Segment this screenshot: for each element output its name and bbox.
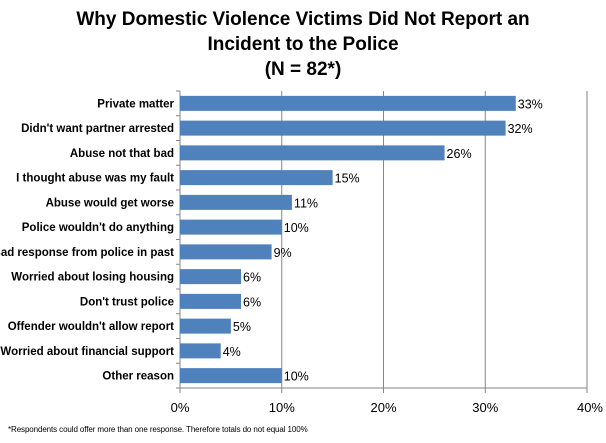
bar-1 <box>180 120 506 136</box>
chart-title-line-1: Why Domestic Violence Victims Did Not Re… <box>76 9 530 30</box>
category-label: Other reason <box>102 371 174 383</box>
category-label: Don't trust police <box>80 296 174 308</box>
category-label: Worried about financial support <box>0 346 174 358</box>
bar-2 <box>180 145 445 161</box>
bar-4 <box>180 194 292 210</box>
category-label: I thought abuse was my fault <box>16 173 174 185</box>
x-tick-label: 0% <box>171 400 190 415</box>
data-label: 6% <box>243 295 261 309</box>
category-label: Offender wouldn't allow report <box>8 321 174 333</box>
footnote: *Respondents could offer more than one r… <box>8 425 308 434</box>
bar-0 <box>180 95 516 111</box>
data-label: 33% <box>518 97 543 111</box>
bar-11 <box>180 368 282 384</box>
bar-6 <box>180 244 272 260</box>
data-label: 11% <box>294 196 318 210</box>
x-tick-label: 10% <box>269 400 295 415</box>
category-label: Abuse would get worse <box>46 197 174 209</box>
bar-9 <box>180 318 231 334</box>
data-label: 10% <box>284 370 309 384</box>
data-label: 26% <box>447 147 472 161</box>
category-label: Abuse not that bad <box>70 148 174 160</box>
x-tick-label: 20% <box>370 400 396 415</box>
x-tick-label: 40% <box>577 400 603 415</box>
data-label: 4% <box>223 345 241 359</box>
chart-title-line-2: Incident to the Police <box>207 34 399 55</box>
bar-5 <box>180 219 282 235</box>
data-label: 32% <box>508 122 533 136</box>
category-label: Private matter <box>97 98 174 110</box>
category-label: Bad response from police in past <box>0 247 174 259</box>
data-label: 9% <box>274 246 292 260</box>
bar-10 <box>180 343 221 359</box>
data-label: 10% <box>284 221 309 235</box>
x-tick-label: 30% <box>472 400 498 415</box>
data-label: 6% <box>243 271 261 285</box>
data-label: 5% <box>233 320 251 334</box>
bar-3 <box>180 170 333 186</box>
bar-7 <box>180 269 242 285</box>
bar-8 <box>180 293 242 309</box>
data-label: 15% <box>335 172 360 186</box>
category-label: Didn't want partner arrested <box>21 123 174 135</box>
category-label: Worried about losing housing <box>11 272 174 284</box>
chart-title-line-3: (N = 82*) <box>264 59 342 80</box>
category-label: Police wouldn't do anything <box>22 222 174 234</box>
